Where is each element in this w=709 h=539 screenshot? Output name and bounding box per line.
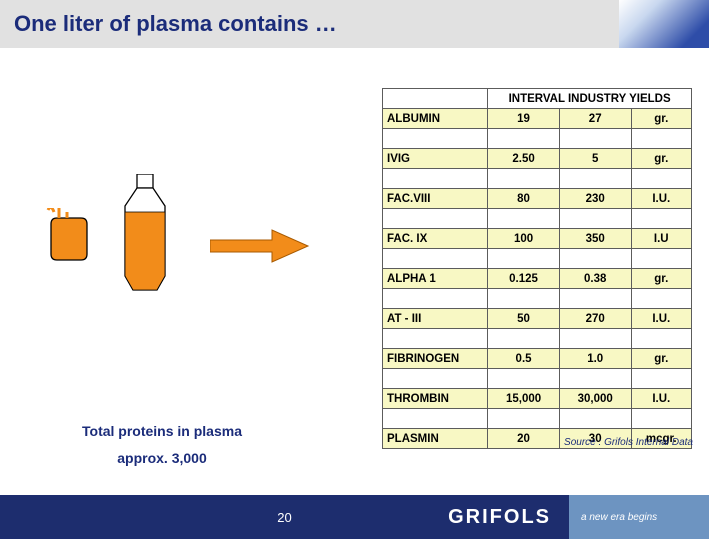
- slide-title: One liter of plasma contains …: [0, 11, 337, 37]
- cell-v2: 230: [559, 189, 631, 209]
- table-row: FIBRINOGEN0.51.0gr.: [383, 349, 692, 369]
- source-text: Source : Grifols Internal Data: [564, 437, 693, 448]
- cell-name: PLASMIN: [383, 429, 488, 449]
- cell-v1: 19: [488, 109, 560, 129]
- table-spacer: [383, 289, 692, 309]
- cell-v2: 30,000: [559, 389, 631, 409]
- cell-v2: 270: [559, 309, 631, 329]
- table-row: THROMBIN15,00030,000I.U.: [383, 389, 692, 409]
- cell-unit: gr.: [631, 269, 691, 289]
- table-row: FAC.VIII80230I.U.: [383, 189, 692, 209]
- table-row: IVIG2.505gr.: [383, 149, 692, 169]
- cell-name: AT - III: [383, 309, 488, 329]
- footer-left: 20 GRIFOLS: [0, 495, 569, 539]
- page-number: 20: [277, 510, 291, 525]
- plasma-bag-icon: [45, 208, 93, 264]
- brand-logo: GRIFOLS: [448, 506, 551, 529]
- cell-name: THROMBIN: [383, 389, 488, 409]
- cell-v1: 2.50: [488, 149, 560, 169]
- cell-name: IVIG: [383, 149, 488, 169]
- caption-line-1: Total proteins in plasma: [52, 418, 272, 445]
- cell-unit: I.U.: [631, 309, 691, 329]
- table-spacer: [383, 409, 692, 429]
- cell-v1: 0.5: [488, 349, 560, 369]
- corner-decoration: [619, 0, 709, 48]
- table-spacer: [383, 249, 692, 269]
- cell-v1: 15,000: [488, 389, 560, 409]
- cell-v1: 0.125: [488, 269, 560, 289]
- plasma-diagram: [45, 168, 345, 368]
- title-bar: One liter of plasma contains …: [0, 0, 709, 48]
- plasma-bottle-icon: [117, 174, 173, 294]
- cell-v2: 5: [559, 149, 631, 169]
- content-area: Total proteins in plasma approx. 3,000 I…: [0, 48, 709, 495]
- footer: 20 GRIFOLS a new era begins: [0, 495, 709, 539]
- table-header: INTERVAL INDUSTRY YIELDS: [488, 89, 692, 109]
- arrow-icon: [210, 228, 310, 264]
- cell-v2: 27: [559, 109, 631, 129]
- caption: Total proteins in plasma approx. 3,000: [52, 418, 272, 471]
- cell-name: ALBUMIN: [383, 109, 488, 129]
- table-row: AT - III50270I.U.: [383, 309, 692, 329]
- table-header-empty: [383, 89, 488, 109]
- cell-unit: I.U: [631, 229, 691, 249]
- cell-name: FAC.VIII: [383, 189, 488, 209]
- cell-unit: gr.: [631, 349, 691, 369]
- table-row: FAC. IX100350I.U: [383, 229, 692, 249]
- cell-v2: 350: [559, 229, 631, 249]
- yields-table-wrap: INTERVAL INDUSTRY YIELDS ALBUMIN1927gr.I…: [382, 88, 692, 449]
- caption-line-2: approx. 3,000: [52, 445, 272, 472]
- cell-name: FIBRINOGEN: [383, 349, 488, 369]
- cell-v1: 80: [488, 189, 560, 209]
- cell-v1: 50: [488, 309, 560, 329]
- cell-v2: 0.38: [559, 269, 631, 289]
- cell-unit: I.U.: [631, 189, 691, 209]
- table-spacer: [383, 209, 692, 229]
- cell-name: FAC. IX: [383, 229, 488, 249]
- table-header-row: INTERVAL INDUSTRY YIELDS: [383, 89, 692, 109]
- cell-name: ALPHA 1: [383, 269, 488, 289]
- table-spacer: [383, 329, 692, 349]
- cell-v2: 1.0: [559, 349, 631, 369]
- cell-v1: 20: [488, 429, 560, 449]
- yields-table: INTERVAL INDUSTRY YIELDS ALBUMIN1927gr.I…: [382, 88, 692, 449]
- table-spacer: [383, 169, 692, 189]
- cell-unit: I.U.: [631, 389, 691, 409]
- table-spacer: [383, 369, 692, 389]
- footer-right: a new era begins: [569, 495, 709, 539]
- cell-unit: gr.: [631, 109, 691, 129]
- cell-unit: gr.: [631, 149, 691, 169]
- tagline: a new era begins: [581, 512, 657, 523]
- table-row: ALPHA 10.1250.38gr.: [383, 269, 692, 289]
- table-row: ALBUMIN1927gr.: [383, 109, 692, 129]
- table-spacer: [383, 129, 692, 149]
- cell-v1: 100: [488, 229, 560, 249]
